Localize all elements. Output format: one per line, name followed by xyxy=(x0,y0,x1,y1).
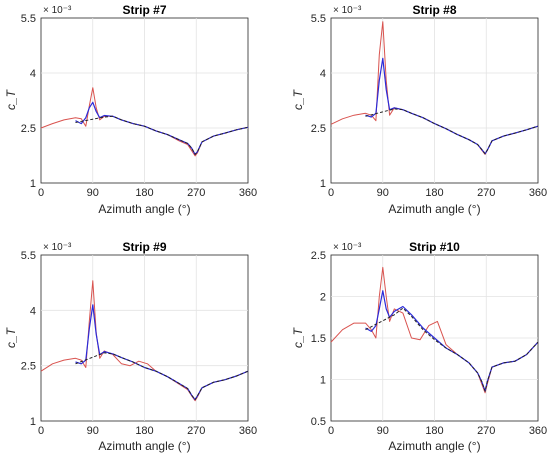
x-tick-label: 270 xyxy=(477,187,495,199)
tick-labels: 0 90 180 270 360 1 2.5 4 5.5 xyxy=(21,13,257,199)
y-axis-exponent: × 10⁻³ xyxy=(333,5,362,16)
grid xyxy=(331,18,538,183)
y-tick-label: 1 xyxy=(320,375,326,387)
x-tick-label: 360 xyxy=(239,425,257,437)
y-axis-label: c_T xyxy=(291,326,305,348)
x-tick-label: 90 xyxy=(87,425,99,437)
y-tick-label: 1 xyxy=(320,178,326,190)
chart-title: Strip #7 xyxy=(122,3,166,17)
series-line-3 xyxy=(365,307,539,392)
x-axis-label: Azimuth angle (°) xyxy=(98,202,190,216)
y-tick-label: 4 xyxy=(30,305,36,317)
y-tick-label: 5.5 xyxy=(21,250,36,262)
x-tick-label: 0 xyxy=(328,187,334,199)
series-lines xyxy=(330,21,539,155)
x-tick-label: 90 xyxy=(377,187,389,199)
x-tick-label: 90 xyxy=(87,187,99,199)
y-tick-label: 1 xyxy=(30,178,36,190)
x-tick-label: 180 xyxy=(135,425,153,437)
y-tick-label: 2.5 xyxy=(311,123,326,135)
y-tick-label: 5.5 xyxy=(311,13,326,25)
chart-panel-strip-10: 0 90 180 270 360 0.5 1 1.5 2 2.5 Strip #10 Azimut… xyxy=(291,240,547,453)
y-tick-label: 2.5 xyxy=(21,123,36,135)
x-tick-label: 360 xyxy=(529,187,547,199)
x-tick-label: 180 xyxy=(425,425,443,437)
y-axis-exponent: × 10⁻³ xyxy=(43,5,72,16)
x-tick-label: 180 xyxy=(425,187,443,199)
tick-labels: 0 90 180 270 360 1 2.5 4 5.5 xyxy=(21,250,257,437)
x-tick-label: 270 xyxy=(187,187,205,199)
series-lines xyxy=(40,280,249,402)
tick-labels: 0 90 180 270 360 0.5 1 1.5 2 2.5 xyxy=(311,250,547,437)
tick-labels: 0 90 180 270 360 1 2.5 4 5.5 xyxy=(311,13,547,199)
series-line-3 xyxy=(75,115,249,155)
y-tick-label: 2.5 xyxy=(21,361,36,373)
chart-panel-strip-7: 0 90 180 270 360 1 2.5 4 5.5 Strip #7 Azimuth an… xyxy=(4,3,257,216)
x-tick-label: 270 xyxy=(477,425,495,437)
x-tick-label: 360 xyxy=(239,187,257,199)
chart-title: Strip #8 xyxy=(412,3,456,17)
x-axis-label: Azimuth angle (°) xyxy=(98,439,190,453)
y-tick-label: 0.5 xyxy=(311,416,326,428)
chart-panel-strip-9: 0 90 180 270 360 1 2.5 4 5.5 Strip #9 Azimuth an… xyxy=(4,240,257,453)
grid xyxy=(41,255,248,421)
series-line-2 xyxy=(365,290,539,392)
y-tick-label: 1.5 xyxy=(311,333,326,345)
x-axis-label: Azimuth angle (°) xyxy=(388,439,480,453)
y-tick-label: 5.5 xyxy=(21,13,36,25)
x-tick-label: 270 xyxy=(187,425,205,437)
y-tick-label: 2 xyxy=(320,292,326,304)
y-tick-label: 2.5 xyxy=(311,250,326,262)
chart-title: Strip #10 xyxy=(409,240,460,254)
x-tick-label: 0 xyxy=(328,425,334,437)
y-axis-label: c_T xyxy=(291,88,305,110)
y-axis-label: c_T xyxy=(4,326,18,348)
y-axis-label: c_T xyxy=(4,88,18,110)
series-line-3 xyxy=(75,352,249,401)
y-tick-label: 1 xyxy=(30,416,36,428)
y-tick-label: 4 xyxy=(30,68,36,80)
x-axis-label: Azimuth angle (°) xyxy=(388,202,480,216)
x-tick-label: 0 xyxy=(38,187,44,199)
chart-title: Strip #9 xyxy=(122,240,166,254)
x-tick-label: 90 xyxy=(377,425,389,437)
series-lines xyxy=(40,87,249,157)
grid xyxy=(41,18,248,183)
x-tick-label: 180 xyxy=(135,187,153,199)
x-tick-label: 0 xyxy=(38,425,44,437)
series-line-2 xyxy=(365,57,539,155)
series-lines xyxy=(330,266,539,394)
chart-panel-strip-8: 0 90 180 270 360 1 2.5 4 5.5 Strip #8 Azimuth an… xyxy=(291,3,547,216)
series-line-3 xyxy=(365,108,539,155)
y-tick-label: 4 xyxy=(320,68,326,80)
x-tick-label: 360 xyxy=(529,425,547,437)
y-axis-exponent: × 10⁻³ xyxy=(43,242,72,253)
y-axis-exponent: × 10⁻³ xyxy=(333,242,362,253)
